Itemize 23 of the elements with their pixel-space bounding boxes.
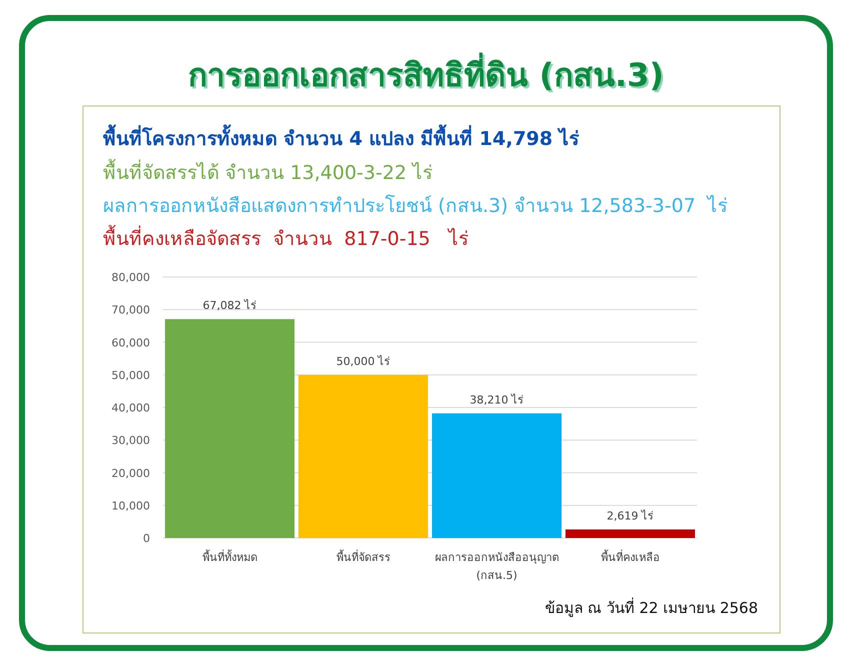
data-label: 50,000 ไร่	[336, 354, 390, 368]
y-tick-label: 60,000	[112, 336, 150, 350]
x-tick-label: พื้นที่จัดสรร	[336, 549, 390, 564]
data-label: 2,619 ไร่	[606, 509, 654, 522]
text: พื้นที่คงเหลือจัดสรร จำนวน 817-0-15 ไร่	[103, 225, 469, 250]
text: พื้นที่จัดสรรได้ จำนวน 13,400-3-22 ไร่	[103, 159, 433, 184]
y-tick-label: 30,000	[112, 434, 150, 448]
y-tick-label: 80,000	[112, 271, 150, 284]
y-tick-label: 10,000	[112, 499, 150, 512]
y-tick-label: 50,000	[112, 368, 150, 382]
chart-subtitle: พื้นที่โครงการทั้งหมด จำนวน 4 แปลง มีพื้นที่ 14,798 ไร่	[103, 124, 580, 150]
data-label: 38,210 ไร่	[470, 393, 524, 406]
y-tick-label: 40,000	[112, 402, 150, 414]
chart-title: การออกเอกสารสิทธิที่ดิน (กสน.3)	[188, 52, 664, 94]
y-tick-label: 0	[143, 532, 150, 545]
x-tick-label: พื้นที่ทั้งหมด	[202, 549, 258, 564]
data-label: 67,082 ไร่	[202, 299, 257, 312]
y-tick-label: 20,000	[112, 466, 150, 480]
x-tick-label: พื้นที่คงเหลือ	[600, 549, 660, 564]
text: ผลการออกหนังสือแสดงการทำประโยชน์ (กสน.3) จำนวน 12,583-3-07 ไร่	[103, 194, 728, 217]
y-tick-label: 70,000	[112, 304, 150, 317]
x-tick-label: ผลการออกหนังสืออนุญาต (กสน.5)	[434, 551, 559, 582]
text: ข้อมูล ณ วันที่ 22 เมษายน 2568	[544, 597, 758, 617]
